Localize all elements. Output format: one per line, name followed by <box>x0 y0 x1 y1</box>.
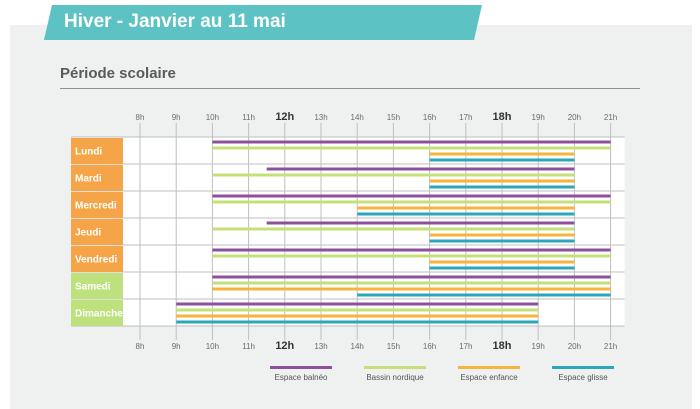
day-label-cell <box>71 192 123 218</box>
schedule-bar <box>176 302 539 306</box>
schedule-bar <box>357 212 575 216</box>
schedule-bar <box>357 293 611 297</box>
x-tick-label-bottom: 18h <box>493 340 512 352</box>
day-label: Mercredi <box>75 201 117 212</box>
x-tick-label-bottom: 15h <box>387 342 400 351</box>
legend-item: Espace balnéo <box>270 366 350 386</box>
x-tick-label-top: 9h <box>172 113 181 122</box>
schedule-bar <box>266 167 575 171</box>
day-label: Vendredi <box>75 255 117 266</box>
schedule-bar <box>212 140 611 144</box>
day-label-cell <box>71 246 123 272</box>
schedule-bar <box>429 260 575 264</box>
x-tick-label-top: 13h <box>314 113 327 122</box>
legend-swatch <box>364 366 426 369</box>
x-tick-label-bottom: 11h <box>242 342 255 351</box>
legend-label: Bassin nordique <box>366 373 424 382</box>
schedule-bar <box>212 194 611 198</box>
x-tick-label-bottom: 19h <box>532 342 545 351</box>
x-tick-label-top: 14h <box>351 113 364 122</box>
schedule-bar <box>176 314 539 318</box>
schedule-bar <box>357 206 575 210</box>
day-label: Lundi <box>75 147 102 158</box>
legend-swatch <box>270 366 332 369</box>
x-tick-label-top: 15h <box>387 113 400 122</box>
x-tick-label-top: 16h <box>423 113 436 122</box>
x-tick-label-top: 8h <box>136 113 145 122</box>
x-tick-label-bottom: 14h <box>351 342 364 351</box>
schedule-bar <box>212 287 611 291</box>
schedule-bar <box>429 158 575 162</box>
schedule-bar <box>176 308 539 312</box>
x-tick-label-bottom: 16h <box>423 342 436 351</box>
schedule-bar <box>176 320 539 324</box>
x-tick-label-bottom: 10h <box>206 342 219 351</box>
day-label-cell <box>71 300 123 326</box>
day-label-cell <box>71 165 123 191</box>
x-tick-label-top: 11h <box>242 113 255 122</box>
schedule-bar <box>429 185 575 189</box>
schedule-bar <box>429 266 575 270</box>
legend-label: Espace glisse <box>558 373 608 382</box>
grid-background <box>71 137 625 326</box>
schedule-bar <box>212 200 611 204</box>
legend-swatch <box>552 366 614 369</box>
schedule-bar <box>212 173 575 177</box>
x-tick-label-top: 17h <box>459 113 472 122</box>
x-tick-label-bottom: 8h <box>136 342 145 351</box>
x-tick-label-bottom: 13h <box>314 342 327 351</box>
schedule-bar <box>429 239 575 243</box>
title-banner: Hiver - Janvier au 11 mai <box>44 5 482 40</box>
x-tick-label-bottom: 9h <box>172 342 181 351</box>
day-label: Jeudi <box>75 228 101 239</box>
x-tick-label-bottom: 21h <box>604 342 617 351</box>
legend-label: Espace enfance <box>460 373 518 382</box>
schedule-bar <box>212 227 575 231</box>
x-tick-label-top: 21h <box>604 113 617 122</box>
day-label-cell <box>71 138 123 164</box>
chart-legend: Espace balnéo Bassin nordique Espace enfan… <box>270 366 650 386</box>
x-tick-label-top: 18h <box>493 111 512 123</box>
legend-item: Bassin nordique <box>364 366 444 386</box>
subtitle-divider <box>60 88 640 89</box>
day-label: Dimanche <box>75 309 123 320</box>
schedule-bar <box>212 281 611 285</box>
schedule-bar <box>429 179 575 183</box>
day-label-cell <box>71 219 123 245</box>
section-subtitle: Période scolaire <box>60 65 176 82</box>
legend-swatch <box>458 366 520 369</box>
schedule-bar <box>212 254 611 258</box>
x-tick-label-top: 12h <box>275 111 294 123</box>
x-tick-label-top: 19h <box>532 113 545 122</box>
page-title: Hiver - Janvier au 11 mai <box>64 11 286 32</box>
legend-item: Espace glisse <box>552 366 632 386</box>
schedule-bar <box>429 152 575 156</box>
day-label: Mardi <box>75 174 102 185</box>
schedule-bar <box>212 248 611 252</box>
x-tick-label-bottom: 20h <box>568 342 581 351</box>
legend-label: Espace balnéo <box>274 373 328 382</box>
schedule-bar <box>212 146 611 150</box>
x-tick-label-bottom: 12h <box>275 340 294 352</box>
schedule-bar <box>266 221 575 225</box>
day-label-cell <box>71 273 123 299</box>
x-tick-label-bottom: 17h <box>459 342 472 351</box>
schedule-bar <box>429 233 575 237</box>
x-tick-label-top: 10h <box>206 113 219 122</box>
x-tick-label-top: 20h <box>568 113 581 122</box>
legend-item: Espace enfance <box>458 366 538 386</box>
schedule-bar <box>212 275 611 279</box>
day-label: Samedi <box>75 282 111 293</box>
